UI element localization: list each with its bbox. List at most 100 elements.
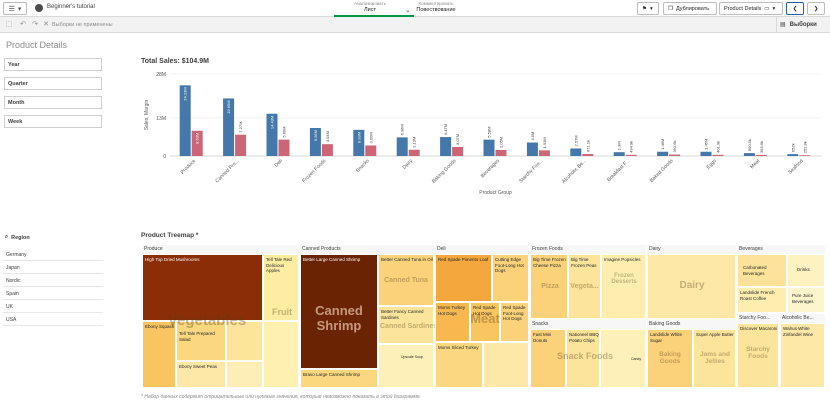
treemap-cell[interactable]: Better Large Canned Shrimp xyxy=(300,254,378,369)
treemap-cell[interactable] xyxy=(226,361,263,388)
tab-analyze-label: Лист xyxy=(364,7,376,13)
duplicate-button[interactable]: ❐ Дублировать xyxy=(663,2,717,15)
treemap-cell[interactable]: Big Time Frozen Cheese Pizza xyxy=(530,254,568,319)
filter-week[interactable]: Week xyxy=(4,115,102,128)
region-item-nordic[interactable]: Nordic xyxy=(3,274,103,287)
treemap-cell[interactable]: Red Spade Foot-Long Hot Dogs xyxy=(500,302,529,342)
treemap-cell[interactable]: Landslide White Sugar xyxy=(647,329,693,388)
treemap-group-baking-goods[interactable]: Baking Goods Landslide White Sugar Super… xyxy=(647,320,736,388)
treemap-cell[interactable]: Carbonated Beverages xyxy=(737,254,787,287)
region-filter-header[interactable]: ⌕ Region xyxy=(5,234,30,241)
bar-value-label: 5.58M xyxy=(487,127,492,138)
previous-sheet-button[interactable]: ❮ xyxy=(786,2,804,15)
x-tick-label: Eggs xyxy=(706,158,719,171)
filter-month[interactable]: Month xyxy=(4,96,102,109)
duplicate-icon: ❐ xyxy=(668,5,673,12)
treemap-big-label: Canned Shrimp xyxy=(315,303,363,333)
region-item-usa[interactable]: USA xyxy=(3,313,103,326)
tab-analyze-caption: Анализировать xyxy=(354,1,386,6)
treemap-group-label: Snacks xyxy=(532,321,549,327)
treemap-cell[interactable]: Walrus White Zinfandel Wine xyxy=(780,323,825,388)
treemap-cell[interactable]: Cutting Edge Foot-Long Hot Dogs xyxy=(492,254,529,302)
treemap-cell[interactable] xyxy=(483,342,529,388)
treemap-cell[interactable] xyxy=(263,321,299,388)
treemap-group-frozen-foods[interactable]: Frozen Foods Big Time Frozen Cheese Pizz… xyxy=(530,245,646,319)
region-item-germany[interactable]: Germany xyxy=(3,248,103,261)
treemap-cell[interactable] xyxy=(647,254,736,319)
treemap-group-dairy[interactable]: Dairy Dairy xyxy=(647,245,736,319)
treemap-big-label: Pizza xyxy=(541,283,559,290)
treemap-cell[interactable]: Red Spade Pimento Loaf xyxy=(435,254,492,302)
next-sheet-button[interactable]: ❯ xyxy=(807,2,825,15)
region-item-japan[interactable]: Japan xyxy=(3,261,103,274)
treemap-group-produce[interactable]: Produce High Top Dried Mushrooms Tell Ta… xyxy=(142,245,299,388)
treemap-big-label: Fruit xyxy=(272,307,292,317)
bar-sales xyxy=(396,137,408,156)
bar-margin xyxy=(712,154,724,156)
treemap-cell[interactable]: Tell Tale Red Delicious Apples xyxy=(263,254,299,321)
divider xyxy=(776,17,777,33)
treemap-cell[interactable]: Ebony Sweet Peas xyxy=(176,361,226,388)
treemap-cell[interactable]: Discover Macaroni xyxy=(737,323,779,388)
treemap-group-starchy-foods[interactable]: Starchy Foo... Discover Macaroni Starchy… xyxy=(737,314,779,388)
tab-chevron-down-icon[interactable]: ⌄ xyxy=(405,7,411,14)
bookmark-button[interactable]: ⚑ ▾ xyxy=(637,2,659,15)
selections-button[interactable]: ▤ Выборки xyxy=(780,21,817,29)
treemap-cell[interactable]: Ebony Squash xyxy=(142,321,176,388)
tab-analyze[interactable]: Анализировать Лист xyxy=(334,1,406,16)
treemap-cell[interactable]: Super Apple Butter xyxy=(693,329,736,388)
step-forward-icon[interactable]: ↷ xyxy=(32,21,38,28)
duplicate-label: Дублировать xyxy=(675,5,710,12)
filter-quarter[interactable]: Quarter xyxy=(4,77,102,90)
region-item-spain[interactable]: Spain xyxy=(3,287,103,300)
region-item-uk[interactable]: UK xyxy=(3,300,103,313)
treemap-group-label: Deli xyxy=(437,246,446,252)
bar-value-label: 14.43M xyxy=(270,116,275,129)
step-back-icon[interactable]: ↶ xyxy=(20,21,26,28)
treemap-group-snacks[interactable]: Snacks Fast Mini Donuts Nationeel BBQ Po… xyxy=(530,320,646,388)
treemap-cell[interactable]: Nationeel BBQ Potato Chips xyxy=(566,329,600,388)
treemap-group-deli[interactable]: Deli Red Spade Pimento Loaf Cutting Edge… xyxy=(435,245,529,388)
treemap-cell-label: Landslide White Sugar xyxy=(650,332,683,343)
chevron-down-icon: ▾ xyxy=(649,5,653,12)
treemap-group-label: Beverages xyxy=(739,246,763,252)
treemap-group-alcoholic-beverages[interactable]: Alcoholic Be... Walrus White Zinfandel W… xyxy=(780,314,825,388)
x-tick-label: Snacks xyxy=(355,158,371,174)
treemap-cell[interactable]: Big Time Frozen Peas xyxy=(568,254,601,319)
treemap-cell[interactable]: Upscale Soup xyxy=(378,344,434,388)
tab-narrate[interactable]: Комментировать Повествование xyxy=(400,1,472,16)
treemap-group-canned-products[interactable]: Canned Products Better Large Canned Shri… xyxy=(300,245,437,388)
sheet-selector-button[interactable]: Product Details ▭ ▾ xyxy=(719,2,783,15)
treemap-cell[interactable]: Imagine Popsicles xyxy=(601,254,646,319)
x-tick-label: Beverages xyxy=(480,158,501,179)
treemap-cell[interactable]: Pure Juice Beverages xyxy=(787,287,825,313)
treemap-cell[interactable]: Better Fancy Canned Sardines xyxy=(378,306,434,344)
treemap-cell[interactable]: Moms Turkey Hot Dogs xyxy=(435,302,470,342)
treemap-cell[interactable]: Red Spade Hot Dogs xyxy=(470,302,500,342)
clear-selections-icon[interactable]: ✕ xyxy=(43,21,49,28)
treemap-cell-label: Better Large Canned Shrimp xyxy=(303,257,361,262)
treemap-cell[interactable]: Candy xyxy=(600,329,646,388)
bar-margin xyxy=(321,144,333,156)
treemap-cell-label: Landslide French Roast Coffee xyxy=(740,290,775,301)
treemap-cell[interactable]: Landslide French Roast Coffee xyxy=(737,287,787,313)
treemap-group-label: Canned Products xyxy=(302,246,341,252)
treemap-cell[interactable]: Fast Mini Donuts xyxy=(530,329,566,388)
treemap-cell[interactable]: High Top Dried Mushrooms xyxy=(142,254,263,321)
treemap-cell-label: Upscale Soup xyxy=(401,355,423,359)
treemap-group-label: Frozen Foods xyxy=(532,246,563,252)
product-treemap[interactable]: Produce High Top Dried Mushrooms Tell Ta… xyxy=(142,245,825,388)
chevron-down-icon: ▾ xyxy=(772,5,776,12)
selection-tool-icon[interactable]: ⬚ xyxy=(5,21,13,28)
treemap-cell[interactable]: Better Canned Tuna in Oil xyxy=(378,254,434,306)
treemap-cell[interactable]: Drinks xyxy=(787,254,825,287)
treemap-cell[interactable]: Tell Tale Prepared Salad xyxy=(176,321,226,361)
y-tick-label: 13M xyxy=(156,116,166,122)
treemap-cell[interactable]: Bravo Large Canned Shrimp xyxy=(300,369,378,388)
filter-year[interactable]: Year xyxy=(4,58,102,71)
hamburger-menu-button[interactable]: ☰ ▾ xyxy=(3,2,27,15)
treemap-cell[interactable]: Moms Sliced Turkey xyxy=(435,342,483,388)
sales-margin-bar-chart[interactable]: 0 13M 28M Sales, Margin 24.13M 8.63M Produce 19… xyxy=(136,66,826,206)
treemap-cell[interactable] xyxy=(226,321,263,361)
treemap-group-beverages[interactable]: Beverages Carbonated Beverages Landslide… xyxy=(737,245,825,313)
